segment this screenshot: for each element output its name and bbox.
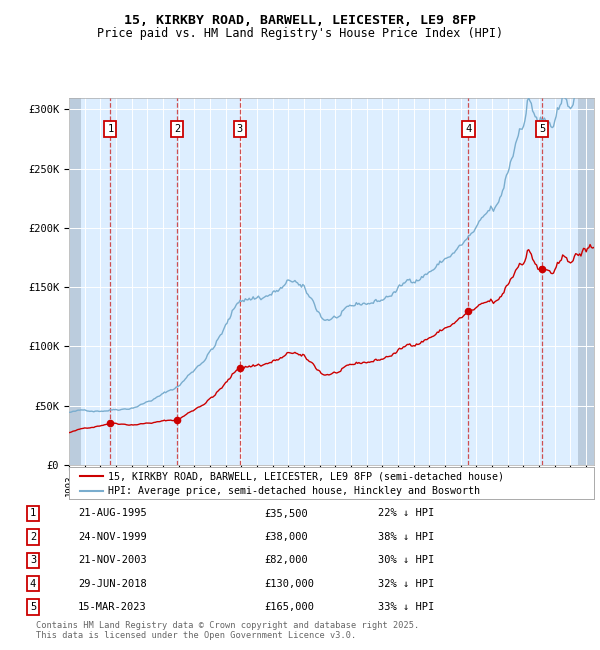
Text: 5: 5: [539, 124, 545, 134]
Text: 29-JUN-2018: 29-JUN-2018: [78, 578, 147, 589]
Text: 2: 2: [174, 124, 180, 134]
Text: £38,000: £38,000: [264, 532, 308, 542]
Text: 30% ↓ HPI: 30% ↓ HPI: [378, 555, 434, 566]
Text: Price paid vs. HM Land Registry's House Price Index (HPI): Price paid vs. HM Land Registry's House …: [97, 27, 503, 40]
Text: 32% ↓ HPI: 32% ↓ HPI: [378, 578, 434, 589]
Text: £165,000: £165,000: [264, 602, 314, 612]
Text: 15, KIRKBY ROAD, BARWELL, LEICESTER, LE9 8FP (semi-detached house): 15, KIRKBY ROAD, BARWELL, LEICESTER, LE9…: [109, 471, 505, 481]
Text: £82,000: £82,000: [264, 555, 308, 566]
Text: 24-NOV-1999: 24-NOV-1999: [78, 532, 147, 542]
Text: 5: 5: [30, 602, 36, 612]
Text: £35,500: £35,500: [264, 508, 308, 519]
Text: 3: 3: [30, 555, 36, 566]
Text: 21-NOV-2003: 21-NOV-2003: [78, 555, 147, 566]
Text: 2: 2: [30, 532, 36, 542]
Text: 4: 4: [466, 124, 472, 134]
Text: 38% ↓ HPI: 38% ↓ HPI: [378, 532, 434, 542]
Text: 22% ↓ HPI: 22% ↓ HPI: [378, 508, 434, 519]
Text: 15-MAR-2023: 15-MAR-2023: [78, 602, 147, 612]
Text: 4: 4: [30, 578, 36, 589]
Text: 3: 3: [236, 124, 243, 134]
Text: Contains HM Land Registry data © Crown copyright and database right 2025.
This d: Contains HM Land Registry data © Crown c…: [36, 621, 419, 640]
Text: 15, KIRKBY ROAD, BARWELL, LEICESTER, LE9 8FP: 15, KIRKBY ROAD, BARWELL, LEICESTER, LE9…: [124, 14, 476, 27]
Text: HPI: Average price, semi-detached house, Hinckley and Bosworth: HPI: Average price, semi-detached house,…: [109, 486, 481, 496]
Text: £130,000: £130,000: [264, 578, 314, 589]
Text: 21-AUG-1995: 21-AUG-1995: [78, 508, 147, 519]
Text: 1: 1: [30, 508, 36, 519]
Text: 1: 1: [107, 124, 113, 134]
Text: 33% ↓ HPI: 33% ↓ HPI: [378, 602, 434, 612]
